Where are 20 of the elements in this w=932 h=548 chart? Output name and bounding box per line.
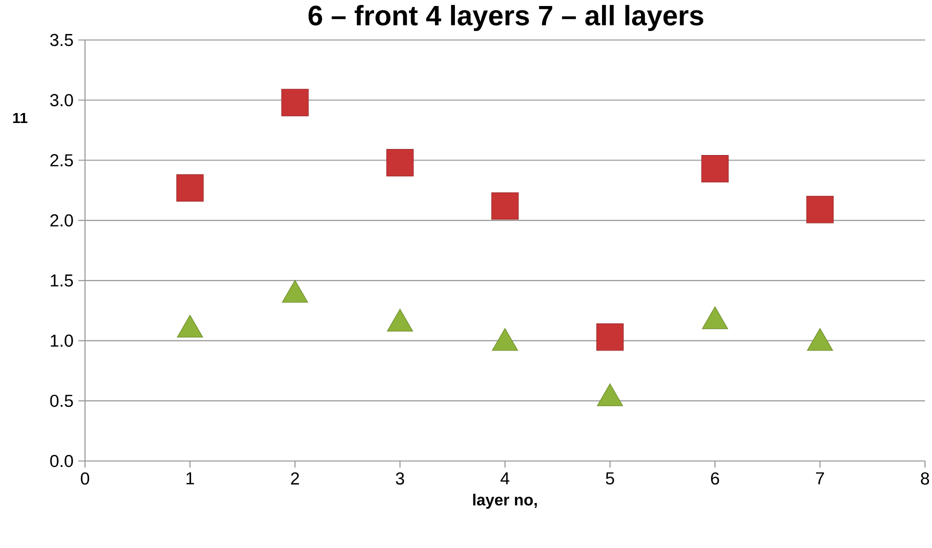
x-tick-label: 6 [711,472,720,485]
x-tick-label: 7 [816,472,824,484]
x-tick-label: 5 [606,472,614,484]
y-tick-label: 3.5 [50,34,73,46]
y-tick-label: 1.5 [50,274,73,287]
x-tick-label: 4 [500,472,510,484]
chart-title: 6 – front 4 layers 7 – all layers [308,4,704,32]
text: 11 [13,112,28,124]
x-tick-label: 8 [920,472,930,485]
y-tick-label: 2.5 [50,154,73,166]
y-tick-label: 1.0 [50,334,73,347]
y-tick-label: 0.5 [50,394,73,407]
x-tick-label: 2 [291,472,299,484]
x-tick-label: 3 [396,472,404,485]
y-tick-label: 2.0 [50,214,73,227]
y-tick-label: 3.0 [50,94,73,106]
x-tick-label: 1 [186,472,194,484]
x-tick-label: 0 [80,472,90,485]
y-tick-label: 0.0 [50,454,73,468]
x-axis-title: layer no, [473,494,537,509]
